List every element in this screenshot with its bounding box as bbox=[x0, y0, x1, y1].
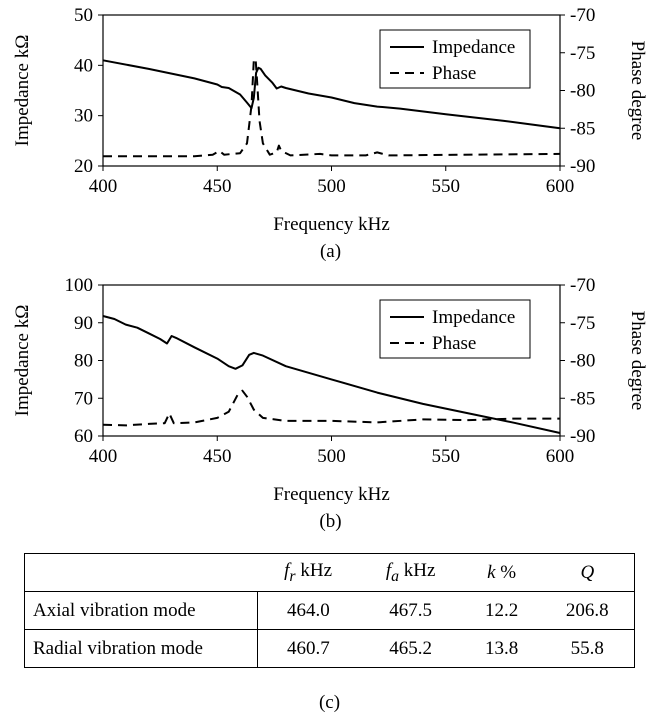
legend-label-phase: Phase bbox=[432, 333, 476, 354]
legend-label-impedance: Impedance bbox=[432, 307, 515, 328]
series-line-phase bbox=[102, 389, 560, 427]
header-fa: fa kHz bbox=[358, 553, 463, 592]
header-k: k % bbox=[462, 553, 541, 592]
y2-tick-label: -70 bbox=[570, 5, 595, 26]
x-tick-label: 600 bbox=[546, 446, 575, 467]
table-row: Radial vibration mode 460.7 465.2 13.8 5… bbox=[24, 629, 635, 668]
cell-q: 206.8 bbox=[540, 591, 635, 630]
cell-q: 55.8 bbox=[540, 629, 635, 668]
y-tick-label: 50 bbox=[74, 5, 93, 26]
panel-label-c: (c) bbox=[318, 692, 341, 713]
y-tick-label: 90 bbox=[74, 313, 93, 334]
row-name: Radial vibration mode bbox=[24, 629, 258, 668]
y2-axis-label: Phase degree bbox=[627, 311, 648, 411]
x-tick-label: 400 bbox=[89, 176, 118, 197]
y-axis-label: Impedance kΩ bbox=[12, 305, 33, 417]
header-q: Q bbox=[540, 553, 635, 592]
table-row: Axial vibration mode 464.0 467.5 12.2 20… bbox=[24, 591, 635, 630]
y-tick-label: 80 bbox=[74, 351, 93, 372]
cell-fr: 464.0 bbox=[257, 591, 359, 630]
x-tick-label: 450 bbox=[203, 176, 232, 197]
x-tick-label: 550 bbox=[432, 446, 461, 467]
y-tick-label: 20 bbox=[74, 156, 93, 177]
y2-tick-label: -70 bbox=[570, 275, 595, 296]
x-tick-label: 550 bbox=[432, 176, 461, 197]
y2-tick-label: -75 bbox=[570, 313, 595, 334]
x-tick-label: 400 bbox=[89, 446, 118, 467]
panel-label: (a) bbox=[320, 241, 341, 262]
y2-tick-label: -85 bbox=[570, 118, 595, 139]
y2-axis-label: Phase degree bbox=[627, 41, 648, 141]
y-tick-label: 40 bbox=[74, 55, 93, 76]
resonance-table: fr kHz fa kHz k % Q Axial vibration mode… bbox=[24, 553, 635, 668]
cell-fa: 467.5 bbox=[358, 591, 463, 630]
y2-tick-label: -90 bbox=[570, 426, 595, 447]
series-line-impedance bbox=[102, 59, 561, 130]
y2-tick-label: -80 bbox=[570, 81, 595, 102]
cell-fr: 460.7 bbox=[257, 629, 359, 668]
y-tick-label: 70 bbox=[74, 388, 93, 409]
x-tick-label: 450 bbox=[203, 446, 232, 467]
cell-k: 13.8 bbox=[462, 629, 541, 668]
legend-label-impedance: Impedance bbox=[432, 37, 515, 58]
panel-label: (b) bbox=[319, 511, 341, 532]
y2-tick-label: -75 bbox=[570, 43, 595, 64]
x-tick-label: 500 bbox=[317, 446, 346, 467]
table-header-empty bbox=[24, 553, 258, 592]
chart-panel-b: 400 450 500 550 600 60 70 80 90 100 -70 -75 -80 -85 -9… bbox=[12, 275, 648, 532]
cell-k: 12.2 bbox=[462, 591, 541, 630]
row-name: Axial vibration mode bbox=[24, 591, 258, 630]
series-line-impedance bbox=[102, 315, 561, 434]
y-axis-label: Impedance kΩ bbox=[12, 35, 33, 147]
x-tick-label: 500 bbox=[317, 176, 346, 197]
y-tick-label: 100 bbox=[65, 275, 94, 296]
series-line-phase bbox=[103, 57, 561, 158]
cell-fa: 465.2 bbox=[358, 629, 463, 668]
x-tick-label: 600 bbox=[546, 176, 575, 197]
y-tick-label: 30 bbox=[74, 106, 93, 127]
table-header-row: fr kHz fa kHz k % Q bbox=[24, 553, 635, 592]
legend-box bbox=[379, 299, 531, 359]
legend-label-phase: Phase bbox=[432, 63, 476, 84]
chart-panel-a: 400 450 500 550 600 20 30 40 50 -70 -75 -80 -85 -90 Fr… bbox=[12, 5, 648, 262]
header-fr: fr kHz bbox=[257, 553, 359, 592]
legend-box bbox=[379, 29, 531, 89]
y2-tick-label: -85 bbox=[570, 388, 595, 409]
x-axis-label: Frequency kHz bbox=[273, 484, 390, 505]
y2-tick-label: -90 bbox=[570, 156, 595, 177]
x-axis-label: Frequency kHz bbox=[273, 214, 390, 235]
y-tick-label: 60 bbox=[74, 426, 93, 447]
resonance-table-container: fr kHz fa kHz k % Q Axial vibration mode… bbox=[24, 553, 635, 668]
y2-tick-label: -80 bbox=[570, 351, 595, 372]
